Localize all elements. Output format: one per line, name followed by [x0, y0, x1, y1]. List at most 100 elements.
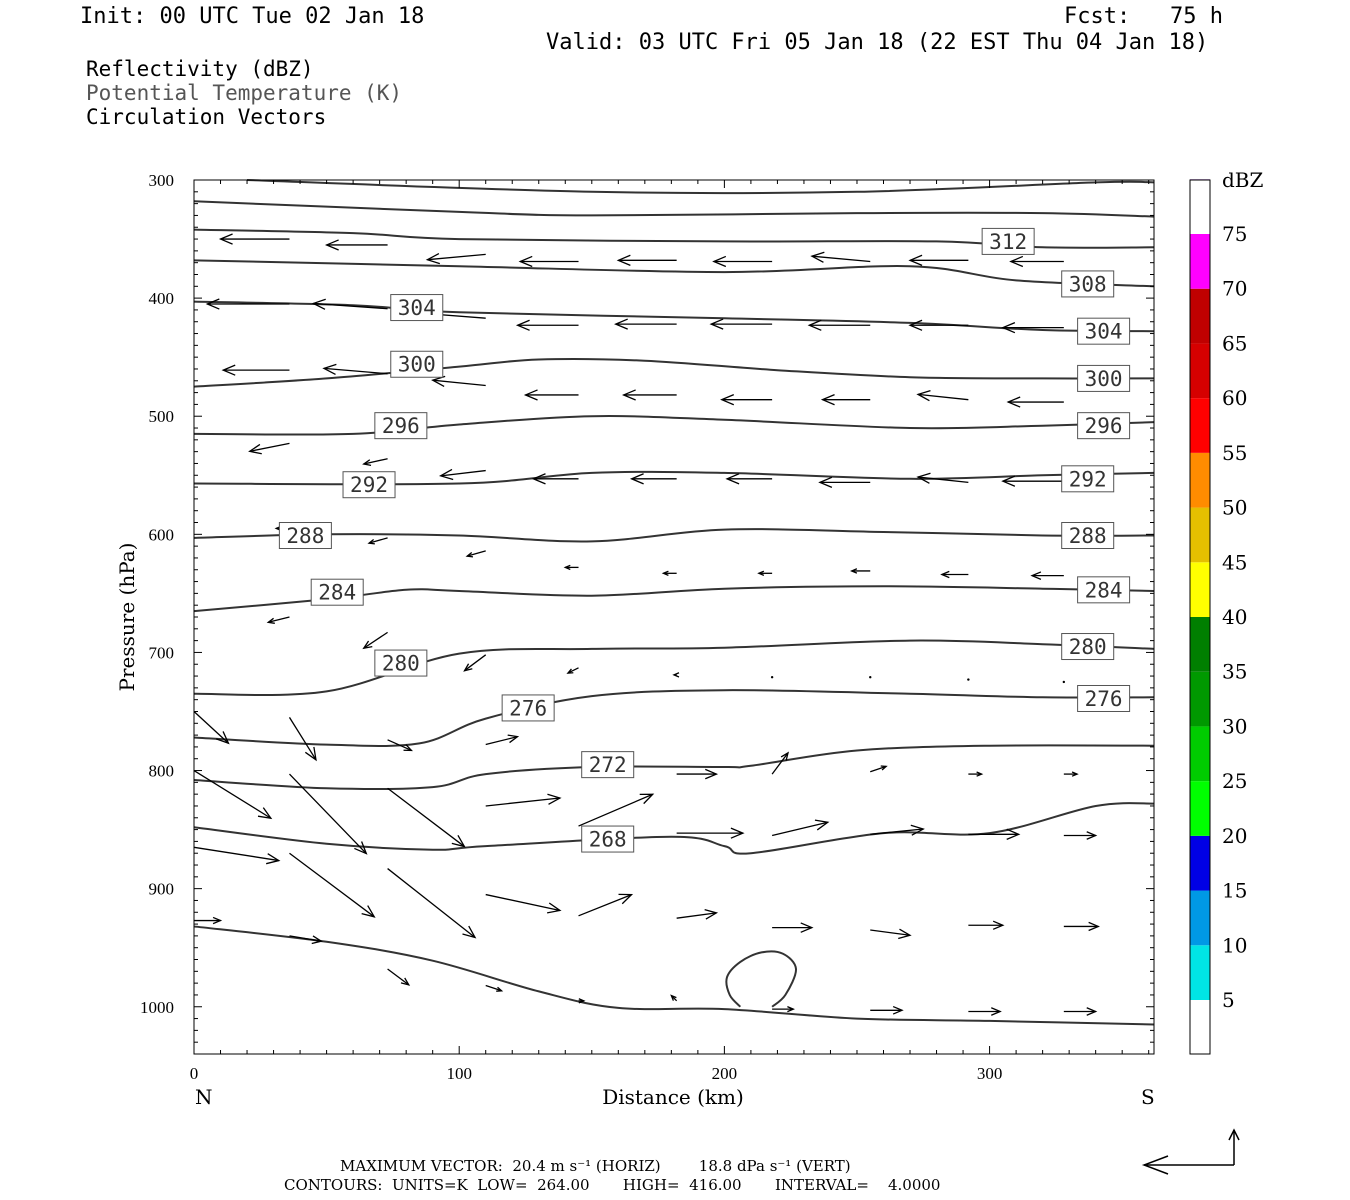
circulation-vector: [1006, 396, 1064, 408]
vector-head: [563, 564, 571, 571]
circulation-vector: [869, 676, 872, 679]
theta-contour-0: [247, 179, 1155, 195]
contour-label-layer: 312 308 304 304 300 300 296 296 292 292 288 288 284 2…: [278, 227, 1131, 853]
colorbar-label: 65: [1222, 331, 1247, 355]
field-label-reflectivity: Reflectivity (dBZ): [86, 57, 314, 81]
contour-label-box: [310, 578, 364, 606]
x-tick-label: 300: [977, 1064, 1003, 1083]
vector-head: [757, 570, 765, 576]
vector-head: [1006, 396, 1021, 408]
circulation-vector: [672, 672, 680, 678]
theta-contour-closed: [725, 950, 797, 1008]
vector-shaft: [578, 793, 653, 827]
vector-head: [322, 363, 337, 375]
circulation-vector: [870, 824, 925, 836]
contour-label: 300: [390, 350, 444, 378]
vector-shaft: [440, 469, 486, 477]
contour-label-text: 284: [1085, 578, 1123, 602]
circulation-vector: [322, 363, 388, 375]
circulation-vector: [387, 968, 411, 986]
vector-head: [639, 793, 655, 805]
circulation-vector: [218, 233, 290, 245]
colorbar-label: 50: [1222, 496, 1247, 520]
vector-head: [621, 389, 636, 401]
vector-head: [916, 472, 931, 484]
contour-label: 300: [1077, 364, 1131, 392]
colorbar-segment: [1190, 726, 1210, 782]
vector-head: [1030, 571, 1042, 581]
circulation-vector: [518, 255, 579, 268]
circulation-vector: [616, 254, 677, 266]
x-tick-label: 100: [446, 1064, 472, 1083]
vector-shaft: [578, 894, 632, 917]
vector-shaft: [811, 255, 871, 263]
vector-layer: [193, 233, 1100, 1016]
contour-label: 296: [374, 412, 428, 440]
circulation-vector: [676, 768, 719, 780]
vector-shaft: [870, 765, 887, 773]
circulation-vector: [968, 771, 984, 777]
contour-label-text: 280: [382, 652, 420, 676]
y-tick-label: 700: [149, 643, 175, 662]
circulation-vector: [1030, 571, 1064, 581]
contour-label-box: [278, 522, 332, 550]
circulation-vector: [465, 550, 486, 558]
vector-shaft: [870, 929, 911, 936]
contour-label-box: [390, 294, 444, 322]
vector-head: [311, 935, 323, 945]
colorbar: 5 10 15 20 25 30 35 40 45 50 55 60 65 70 75: [1189, 179, 1247, 1055]
contour-info-note: CONTOURS: UNITS=K LOW= 264.00 HIGH= 416.…: [284, 1176, 941, 1194]
circulation-vector: [563, 564, 579, 571]
y-tick-label: 900: [149, 880, 175, 899]
contour-label: 288: [1061, 522, 1115, 550]
vector-shaft: [464, 654, 487, 672]
contour-label-box: [1061, 522, 1115, 550]
contour-label-text: 276: [509, 696, 547, 720]
circulation-vector: [916, 472, 969, 484]
colorbar-label: 40: [1222, 605, 1247, 629]
field-label-circulation-vectors: Circulation Vectors: [86, 105, 327, 129]
contour-label-text: 304: [398, 296, 436, 320]
vector-head: [880, 765, 888, 771]
contour-label-text: 312: [989, 230, 1027, 254]
colorbar-label: 70: [1222, 277, 1247, 301]
contour-label-text: 296: [382, 414, 420, 438]
colorbar-segment: [1190, 617, 1210, 672]
circulation-vector: [1063, 771, 1079, 777]
vector-head: [780, 751, 790, 761]
theta-contour-5: [193, 357, 1155, 388]
vector-head: [908, 319, 923, 331]
vector-shaft: [917, 393, 969, 401]
circulation-vector: [367, 537, 388, 545]
circulation-vector: [968, 828, 1021, 840]
circulation-vector: [1063, 1007, 1098, 1016]
colorbar-label: 60: [1222, 386, 1247, 410]
colorbar-label: 45: [1222, 550, 1247, 574]
circulation-vector: [810, 251, 871, 263]
circulation-vector: [676, 909, 719, 920]
vector-shaft: [193, 846, 279, 862]
colorbar-label: 10: [1222, 933, 1247, 957]
contour-label: 308: [1061, 270, 1115, 298]
vector-shaft: [289, 852, 375, 918]
contour-label-box: [374, 412, 428, 440]
vector-shaft: [427, 253, 486, 261]
circulation-vector: [289, 773, 368, 855]
y-tick-label: 800: [149, 762, 175, 781]
vector-shaft: [771, 752, 789, 775]
vector-head: [712, 255, 727, 268]
colorbar-segment: [1190, 945, 1210, 1000]
colorbar-segment: [1190, 562, 1210, 617]
circulation-vector: [193, 769, 273, 820]
y-tick-label: 1000: [140, 998, 174, 1017]
vector-head: [547, 793, 562, 805]
circulation-vector: [720, 394, 773, 406]
contour-label-box: [1061, 270, 1115, 298]
field-label-potential-temperature: Potential Temperature (K): [86, 81, 403, 105]
vector-shaft: [387, 739, 412, 752]
colorbar-segment: [1190, 343, 1210, 399]
vector-head: [709, 318, 724, 330]
circulation-vector: [485, 984, 504, 992]
vector-shaft: [485, 797, 560, 807]
contour-label-box: [1077, 412, 1131, 440]
